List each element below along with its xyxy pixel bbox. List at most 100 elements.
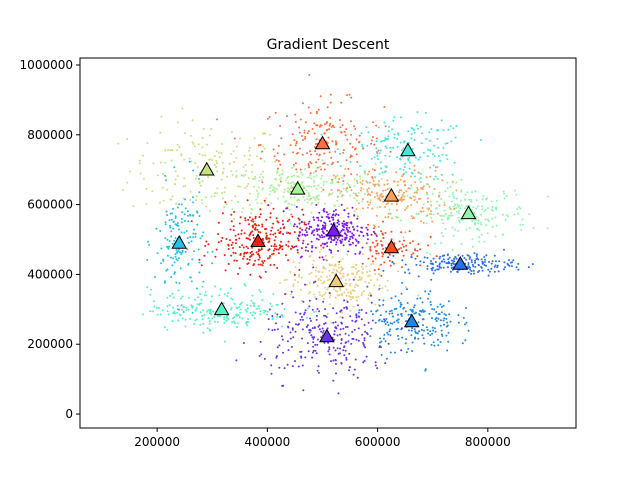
scatter-point <box>400 116 402 119</box>
scatter-point <box>203 254 206 257</box>
scatter-point <box>213 163 216 166</box>
scatter-point <box>437 344 440 347</box>
scatter-point <box>339 260 342 263</box>
scatter-point <box>215 248 218 251</box>
scatter-point <box>298 231 301 234</box>
scatter-point <box>308 305 311 308</box>
scatter-point <box>259 290 262 293</box>
scatter-point <box>263 160 266 163</box>
scatter-point <box>471 245 474 248</box>
scatter-point <box>341 316 344 319</box>
scatter-point <box>319 294 322 296</box>
scatter-point <box>306 198 309 201</box>
scatter-point <box>475 199 478 202</box>
scatter-point <box>268 133 271 136</box>
scatter-point <box>392 119 395 122</box>
scatter-point <box>274 322 277 325</box>
scatter-point <box>195 195 198 198</box>
scatter-point <box>345 356 348 359</box>
scatter-point <box>352 234 355 236</box>
scatter-point <box>299 312 302 315</box>
scatter-point <box>298 268 301 271</box>
scatter-point <box>261 150 263 153</box>
scatter-point <box>174 255 177 258</box>
scatter-point <box>350 298 352 301</box>
scatter-point <box>205 240 208 243</box>
scatter-point <box>481 198 484 201</box>
scatter-point <box>297 323 299 326</box>
scatter-point <box>324 224 327 227</box>
scatter-point <box>287 349 290 352</box>
scatter-point <box>365 265 368 268</box>
scatter-point <box>442 147 445 149</box>
scatter-point <box>411 350 413 352</box>
scatter-point <box>271 315 274 317</box>
scatter-point <box>300 171 303 174</box>
scatter-point <box>352 305 355 308</box>
scatter-point <box>186 210 189 213</box>
scatter-point <box>257 230 260 233</box>
scatter-point <box>376 278 379 281</box>
scatter-point <box>216 192 219 195</box>
scatter-point <box>356 217 359 220</box>
scatter-point <box>287 245 290 248</box>
scatter-point <box>256 253 259 256</box>
scatter-point <box>298 275 301 278</box>
scatter-point <box>287 325 289 328</box>
scatter-point <box>458 209 460 212</box>
scatter-point <box>316 338 319 341</box>
scatter-point <box>404 271 406 274</box>
scatter-point <box>417 243 420 246</box>
scatter-point <box>274 160 276 163</box>
scatter-point <box>434 330 437 333</box>
scatter-point <box>191 258 194 261</box>
scatter-point <box>369 199 372 202</box>
scatter-point <box>264 270 267 273</box>
scatter-point <box>329 264 332 267</box>
scatter-point <box>512 259 515 262</box>
scatter-point <box>290 213 293 216</box>
scatter-point <box>436 268 439 271</box>
scatter-point <box>353 125 356 128</box>
scatter-point <box>310 162 313 165</box>
scatter-point <box>255 251 258 254</box>
scatter-point <box>447 300 450 303</box>
scatter-point <box>304 283 306 286</box>
scatter-point <box>246 263 249 265</box>
scatter-point <box>354 276 357 278</box>
scatter-point <box>322 265 325 268</box>
scatter-point <box>185 309 187 312</box>
scatter-point <box>344 349 347 352</box>
scatter-point <box>326 121 328 123</box>
scatter-point <box>440 311 443 314</box>
scatter-point <box>323 235 326 238</box>
scatter-point <box>448 195 451 198</box>
scatter-point <box>440 241 443 244</box>
scatter-point <box>378 184 381 187</box>
scatter-point <box>309 172 312 175</box>
scatter-point <box>468 257 471 260</box>
scatter-point <box>339 310 342 313</box>
centroid-marker <box>325 222 342 237</box>
scatter-point <box>247 177 250 180</box>
scatter-point <box>344 279 347 281</box>
scatter-point <box>210 295 213 298</box>
scatter-point <box>399 178 402 181</box>
scatter-point <box>423 329 425 332</box>
scatter-point <box>257 186 260 189</box>
scatter-point <box>325 180 328 183</box>
scatter-point <box>364 330 367 333</box>
scatter-point <box>330 360 332 363</box>
scatter-point <box>341 224 344 227</box>
scatter-point <box>395 307 398 310</box>
scatter-point <box>317 371 320 374</box>
scatter-point <box>356 173 359 176</box>
scatter-point <box>330 237 333 240</box>
scatter-point <box>332 346 335 349</box>
scatter-point <box>285 207 288 210</box>
scatter-point <box>382 337 385 340</box>
scatter-point <box>213 315 216 318</box>
scatter-point <box>180 203 183 206</box>
scatter-point <box>387 202 389 205</box>
scatter-point <box>464 193 467 196</box>
